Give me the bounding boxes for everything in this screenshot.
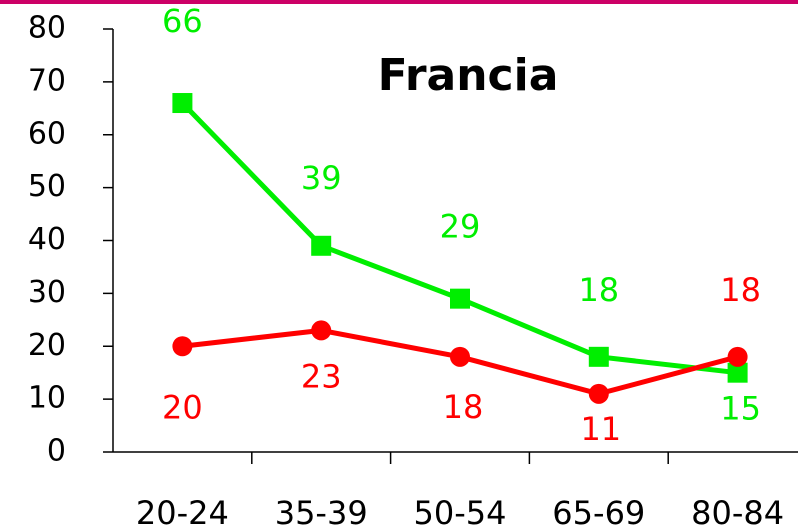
x-tick-label: 20-24 xyxy=(136,494,229,532)
y-tick-label: 80 xyxy=(28,11,66,46)
data-label: 66 xyxy=(162,2,203,40)
y-tick-label: 10 xyxy=(28,381,66,416)
x-tick-label: 80-84 xyxy=(691,494,784,532)
data-label: 23 xyxy=(301,357,342,395)
y-tick-label: 60 xyxy=(28,116,66,151)
x-tick-label: 50-54 xyxy=(414,494,507,532)
data-label: 18 xyxy=(720,271,761,309)
x-tick-label: 35-39 xyxy=(275,494,368,532)
marker xyxy=(311,235,332,256)
marker xyxy=(727,346,748,367)
data-label: 20 xyxy=(162,388,203,426)
y-tick-label: 40 xyxy=(28,222,66,257)
marker xyxy=(588,383,609,404)
data-label: 39 xyxy=(301,159,342,197)
marker xyxy=(588,346,609,367)
marker xyxy=(172,93,193,114)
marker xyxy=(450,346,470,367)
marker xyxy=(172,336,193,357)
data-label: 18 xyxy=(578,271,619,309)
data-label: 15 xyxy=(720,390,761,428)
marker xyxy=(450,288,470,309)
chart-title: Francia xyxy=(378,50,559,101)
data-label: 29 xyxy=(440,208,481,246)
y-tick-label: 50 xyxy=(28,169,66,204)
y-tick-label: 0 xyxy=(47,434,66,469)
x-tick-label: 65-69 xyxy=(552,494,645,532)
data-label: 18 xyxy=(443,388,484,426)
marker xyxy=(311,320,332,341)
y-tick-label: 30 xyxy=(28,275,66,310)
top-border xyxy=(0,0,798,4)
y-tick-label: 20 xyxy=(28,328,66,363)
data-label: 11 xyxy=(580,410,621,448)
marker xyxy=(727,362,748,383)
y-tick-label: 70 xyxy=(28,63,66,98)
